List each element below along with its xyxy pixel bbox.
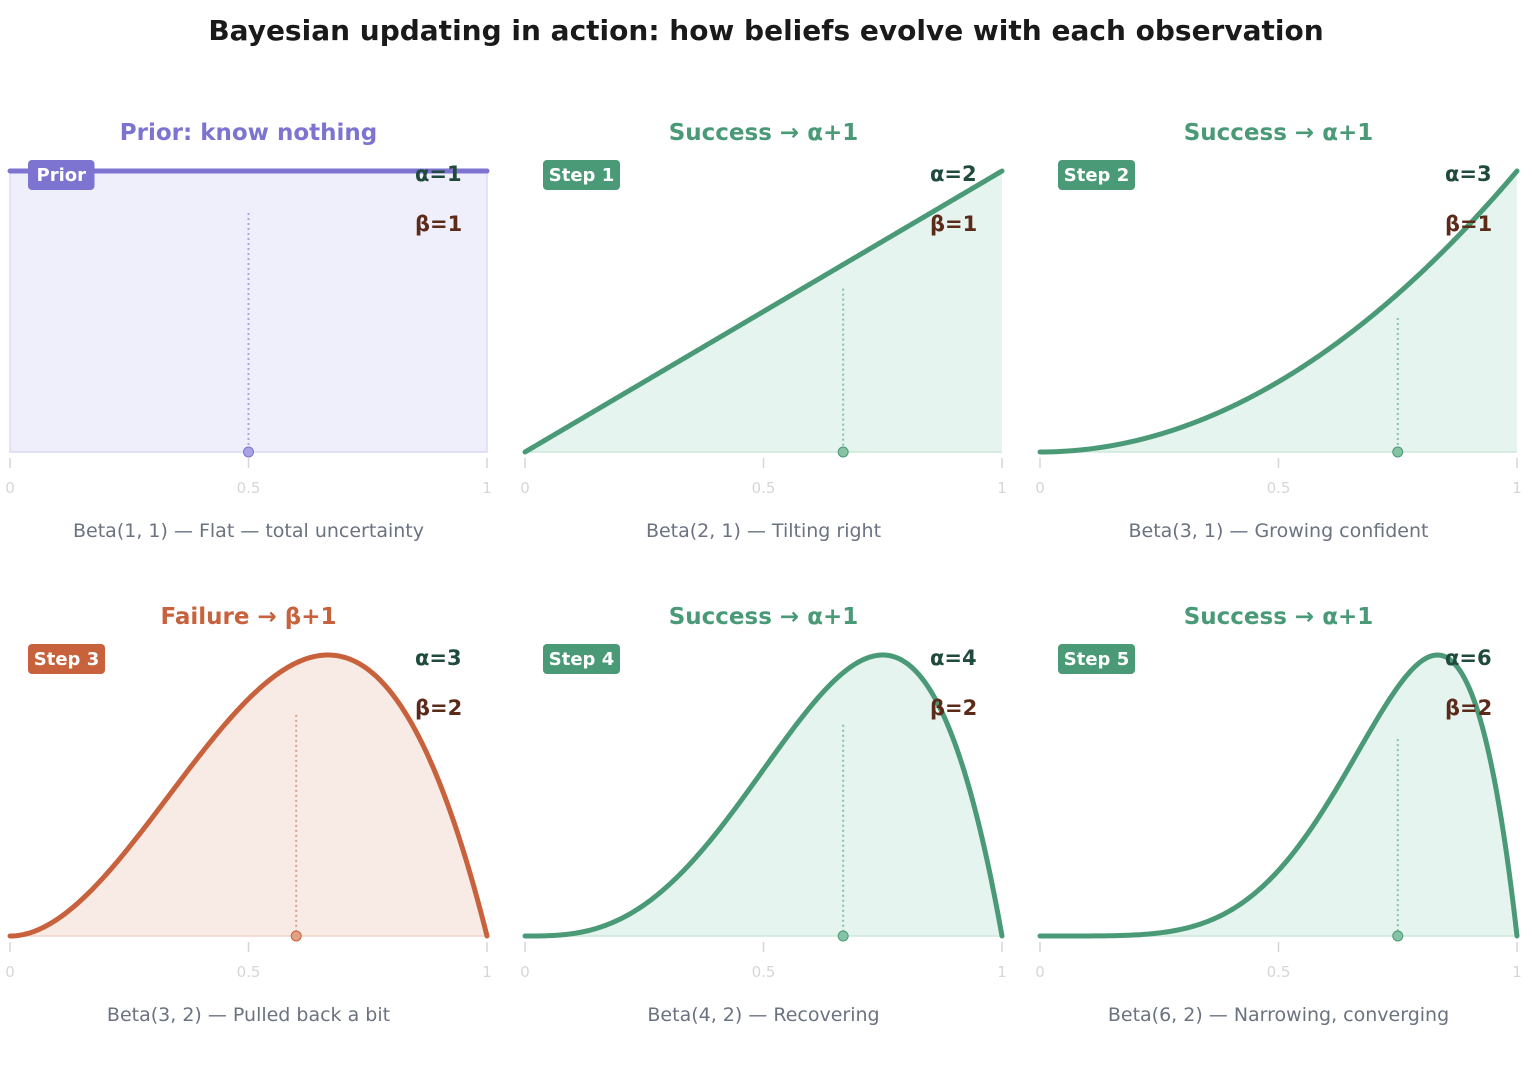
panel-4: 0 0.5 1 Failure → β+1 Step 3 α=3 β=2 Beta(3, 2)… [5, 604, 492, 1026]
mean-dot [837, 930, 849, 942]
density-area [1040, 171, 1517, 452]
step-badge-label: Step 2 [1064, 165, 1129, 186]
step-badge [543, 160, 620, 190]
density-curve [1037, 652, 1520, 939]
mean-dot [243, 446, 254, 458]
x-tick-label: 0 [5, 963, 15, 981]
panel-caption: Beta(6, 2) — Narrowing, converging [1108, 1004, 1449, 1026]
step-badge-label: Step 5 [1064, 649, 1129, 670]
x-tick-label: 0 [1035, 479, 1045, 497]
x-tick-label: 1 [1512, 963, 1522, 981]
panel-2: 0 0.5 1 Success → α+1 Step 1 α=2 β=1 Beta(2, 1)… [520, 120, 1007, 542]
step-badge [28, 160, 95, 190]
step-badge-label: Prior [37, 165, 87, 186]
mean-dot [1392, 930, 1404, 942]
density-curve [7, 652, 490, 939]
panel-caption: Beta(4, 2) — Recovering [647, 1004, 879, 1026]
panel-heading: Success → α+1 [669, 120, 859, 146]
panel-1: 0 0.5 1 Prior: know nothing Prior α=1 β=1 Beta(… [5, 120, 492, 542]
x-tick-label: 1 [997, 963, 1007, 981]
density-area [525, 655, 1002, 936]
density-curve [1037, 168, 1520, 455]
step-badge-label: Step 4 [549, 649, 614, 670]
step-badge-label: Step 1 [549, 165, 614, 186]
beta-label: β=2 [1445, 696, 1492, 720]
panel-heading: Success → α+1 [1184, 604, 1374, 630]
beta-label: β=2 [415, 696, 462, 720]
alpha-label: α=2 [930, 162, 977, 186]
step-badge [1058, 160, 1135, 190]
beta-label: β=2 [930, 696, 977, 720]
beta-label: β=1 [930, 212, 977, 236]
panel-caption: Beta(3, 1) — Growing confident [1128, 520, 1428, 542]
beta-label: β=1 [415, 212, 462, 236]
x-tick-label: 1 [997, 479, 1007, 497]
x-tick-label: 0 [5, 479, 15, 497]
x-tick-label: 1 [482, 963, 492, 981]
mean-dot [837, 446, 849, 458]
x-tick-label: 0.5 [237, 479, 261, 497]
panel-5: 0 0.5 1 Success → α+1 Step 4 α=4 β=2 Beta(4, 2)… [520, 604, 1007, 1026]
density-curve [522, 168, 1005, 455]
step-badge [1058, 644, 1135, 674]
x-tick-label: 0 [520, 479, 530, 497]
panel-caption: Beta(3, 2) — Pulled back a bit [107, 1004, 390, 1026]
x-tick-label: 0.5 [752, 479, 776, 497]
step-badge-label: Step 3 [34, 649, 99, 670]
panel-caption: Beta(1, 1) — Flat — total uncertainty [73, 520, 424, 542]
panel-heading: Failure → β+1 [161, 604, 337, 630]
step-badge [28, 644, 105, 674]
density-area [10, 171, 487, 452]
mean-dot [290, 930, 302, 942]
density-curve [522, 652, 1005, 939]
alpha-label: α=3 [1445, 162, 1492, 186]
beta-label: β=1 [1445, 212, 1492, 236]
panel-heading: Prior: know nothing [120, 120, 377, 146]
x-tick-label: 0 [520, 963, 530, 981]
panel-heading: Success → α+1 [669, 604, 859, 630]
panel-6: 0 0.5 1 Success → α+1 Step 5 α=6 β=2 Beta(6, 2)… [1035, 604, 1522, 1026]
x-tick-label: 0.5 [1267, 479, 1291, 497]
x-tick-label: 1 [1512, 479, 1522, 497]
panel-3: 0 0.5 1 Success → α+1 Step 2 α=3 β=1 Beta(3, 1)… [1035, 120, 1522, 542]
alpha-label: α=1 [415, 162, 462, 186]
x-tick-label: 0.5 [752, 963, 776, 981]
panel-heading: Success → α+1 [1184, 120, 1374, 146]
panel-caption: Beta(2, 1) — Tilting right [646, 520, 881, 542]
page-title: Bayesian updating in action: how beliefs… [208, 14, 1324, 47]
alpha-label: α=6 [1445, 646, 1492, 670]
x-tick-label: 0 [1035, 963, 1045, 981]
density-area [10, 655, 487, 936]
step-badge [543, 644, 620, 674]
alpha-label: α=3 [415, 646, 462, 670]
mean-dot [1392, 446, 1404, 458]
x-tick-label: 0.5 [1267, 963, 1291, 981]
x-tick-label: 1 [482, 479, 492, 497]
x-tick-label: 0.5 [237, 963, 261, 981]
alpha-label: α=4 [930, 646, 977, 670]
